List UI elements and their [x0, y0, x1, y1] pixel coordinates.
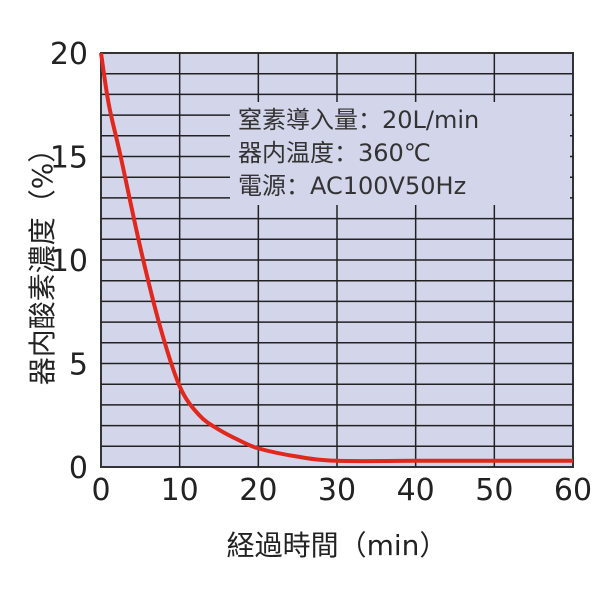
x-tick-label: 40	[397, 473, 435, 508]
y-tick-label: 0	[69, 451, 88, 486]
y-axis-label: 器内酸素濃度（%）	[26, 135, 59, 386]
y-tick-label: 5	[69, 348, 88, 383]
annotation-line-2: 器内温度：360℃	[238, 139, 431, 167]
y-tick-label: 10	[50, 244, 88, 279]
annotation-line-1: 窒素導入量：20L/min	[238, 106, 479, 134]
x-tick-label: 30	[318, 473, 356, 508]
annotation-box	[230, 102, 570, 205]
x-tick-label: 0	[91, 473, 110, 508]
y-tick-label: 15	[50, 141, 88, 176]
y-tick-label: 20	[50, 37, 88, 72]
x-tick-label: 50	[475, 473, 513, 508]
x-axis-label: 経過時間（min）	[227, 529, 448, 562]
annotation-line-3: 電源：AC100V50Hz	[238, 172, 466, 200]
series-line	[99, 52, 573, 464]
x-tick-label: 10	[161, 473, 199, 508]
x-tick-label: 20	[239, 473, 277, 508]
x-tick-labels: 0 10 20 30 40 50 60	[91, 473, 592, 508]
y-tick-labels: 0 5 10 15 20	[50, 37, 88, 486]
x-tick-label: 60	[554, 473, 592, 508]
